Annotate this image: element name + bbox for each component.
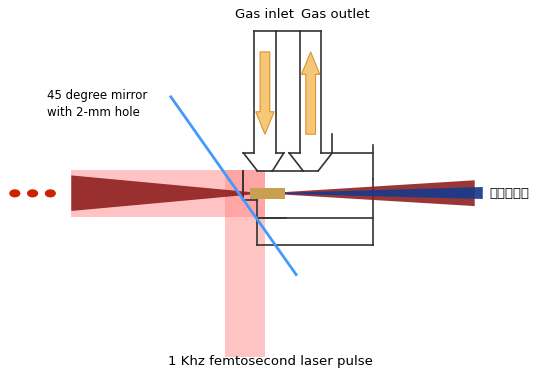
- FancyArrow shape: [301, 52, 320, 134]
- Bar: [72, 170, 265, 216]
- Circle shape: [10, 190, 20, 197]
- Text: 고차조화파: 고차조화파: [490, 187, 530, 200]
- Polygon shape: [264, 187, 483, 199]
- Text: Gas outlet: Gas outlet: [301, 8, 369, 21]
- FancyArrow shape: [256, 52, 274, 134]
- Text: 45 degree mirror
with 2-mm hole: 45 degree mirror with 2-mm hole: [47, 89, 147, 119]
- Bar: [250, 188, 286, 199]
- Text: 1 Khz femtosecond laser pulse: 1 Khz femtosecond laser pulse: [168, 355, 373, 368]
- Polygon shape: [264, 180, 475, 206]
- Polygon shape: [72, 175, 264, 211]
- Circle shape: [46, 190, 55, 197]
- Circle shape: [28, 190, 37, 197]
- Bar: [224, 170, 265, 357]
- Text: Gas inlet: Gas inlet: [235, 8, 294, 21]
